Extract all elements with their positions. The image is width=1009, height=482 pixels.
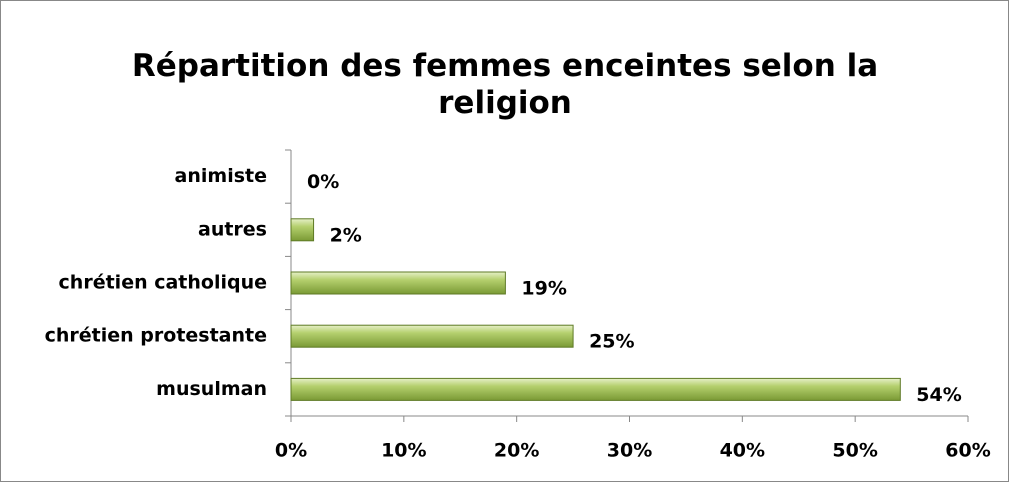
data-label: 54% — [916, 384, 961, 406]
data-label: 25% — [589, 331, 634, 353]
x-tick-label: 20% — [494, 440, 539, 462]
y-tick-label: autres — [198, 218, 267, 240]
x-tick-label: 60% — [945, 440, 990, 462]
y-tick-label: chrétien catholique — [59, 272, 267, 294]
data-label: 0% — [307, 171, 339, 193]
x-tick-label: 0% — [275, 440, 307, 462]
bar — [290, 271, 506, 295]
bar — [290, 324, 574, 348]
data-label: 19% — [521, 278, 566, 300]
x-tick-label: 30% — [607, 440, 652, 462]
data-label: 2% — [330, 224, 362, 246]
x-tick-label: 10% — [381, 440, 426, 462]
chart-title: Répartition des femmes enceintes selon l… — [131, 48, 879, 121]
y-tick-label: musulman — [156, 378, 267, 400]
x-tick-label: 50% — [832, 440, 877, 462]
bar — [290, 218, 315, 242]
x-tick-label: 40% — [720, 440, 765, 462]
bar — [290, 377, 901, 401]
y-tick-label: animiste — [175, 165, 267, 187]
y-tick-label: chrétien protestante — [45, 325, 267, 347]
